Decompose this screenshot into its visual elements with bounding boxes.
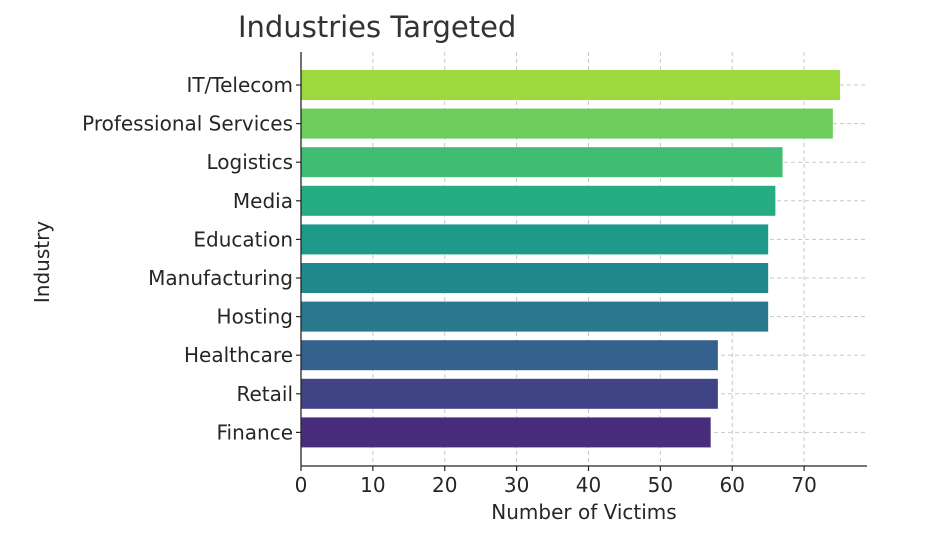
bar — [301, 417, 711, 448]
category-label: Logistics — [206, 150, 293, 174]
bar — [301, 263, 769, 293]
bar — [301, 301, 769, 332]
chart-title: Industries Targeted — [238, 10, 517, 44]
bar — [301, 147, 783, 178]
category-labels: IT/Telecom Professional Services Logistics… — [82, 73, 301, 444]
category-label: Hosting — [217, 305, 293, 329]
x-tick-label: 30 — [504, 473, 529, 497]
x-tick-label: 50 — [648, 473, 673, 497]
x-axis-label: Number of Victims — [491, 500, 676, 524]
axes — [300, 52, 867, 467]
bars — [301, 70, 841, 448]
x-tick-label: 20 — [432, 473, 457, 497]
x-tick-label: 70 — [791, 473, 816, 497]
x-tick-label: 60 — [720, 473, 745, 497]
y-axis-label: Industry — [30, 221, 54, 303]
category-label: Media — [233, 189, 293, 213]
category-label: Professional Services — [82, 112, 293, 136]
x-tick-label: 10 — [360, 473, 385, 497]
category-label: Retail — [236, 382, 293, 406]
bar — [301, 340, 718, 371]
x-tick-label: 40 — [576, 473, 601, 497]
category-label: Education — [193, 227, 293, 251]
bar — [301, 378, 718, 409]
category-label: Manufacturing — [148, 266, 293, 290]
bar — [301, 185, 776, 216]
category-label: Finance — [216, 420, 293, 444]
bar — [301, 70, 841, 100]
x-tick-label: 0 — [295, 473, 308, 497]
x-ticks: 0 10 20 30 40 50 60 70 — [295, 466, 817, 497]
category-label: Healthcare — [184, 343, 293, 367]
bar — [301, 108, 833, 139]
category-label: IT/Telecom — [186, 73, 293, 97]
bar — [301, 224, 769, 255]
